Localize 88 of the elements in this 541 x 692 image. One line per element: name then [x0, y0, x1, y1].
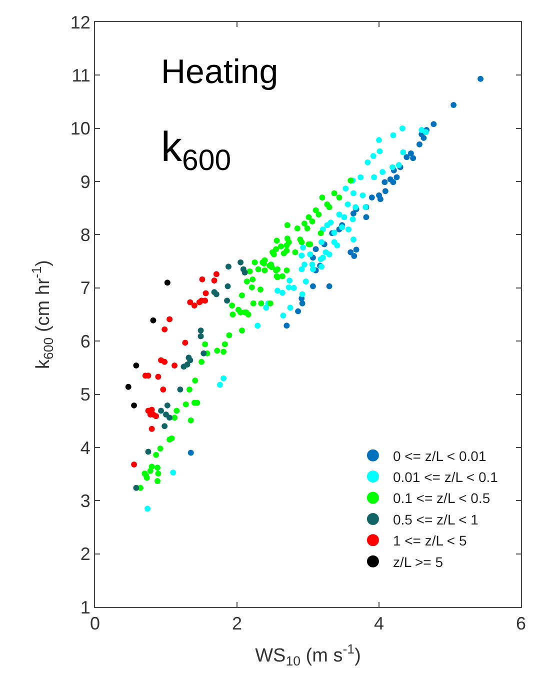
point	[382, 179, 388, 186]
point	[172, 362, 178, 369]
point	[191, 302, 198, 308]
point	[188, 450, 194, 456]
point	[284, 322, 290, 329]
point	[177, 386, 184, 392]
point	[224, 283, 231, 290]
point	[312, 246, 319, 252]
y-tick-label: 3	[80, 490, 90, 511]
point	[182, 340, 188, 346]
y-tick-label: 5	[80, 384, 90, 405]
point	[160, 386, 166, 392]
point	[353, 246, 360, 253]
point	[410, 155, 416, 162]
y-tick-label: 4	[80, 438, 90, 458]
point	[213, 271, 220, 278]
point	[351, 253, 358, 259]
x-tick-label: 4	[374, 614, 384, 634]
point	[350, 210, 356, 216]
y-tick-label: 1	[80, 597, 90, 618]
annotation: k$_{600}$	[161, 123, 232, 177]
point	[131, 461, 138, 468]
point	[125, 384, 132, 390]
point	[326, 283, 332, 290]
point	[184, 361, 190, 368]
point	[450, 102, 457, 108]
point	[368, 194, 375, 200]
legend-label: z/L >= 5	[392, 554, 444, 570]
point	[299, 300, 306, 306]
point	[225, 264, 232, 270]
point	[150, 317, 156, 324]
point	[363, 214, 370, 220]
point	[153, 413, 160, 420]
point	[202, 290, 209, 296]
point	[162, 326, 168, 332]
point	[164, 402, 170, 408]
point	[200, 350, 207, 356]
annotation: Heating	[161, 53, 278, 91]
point	[162, 358, 168, 365]
point	[148, 426, 155, 432]
point	[224, 298, 230, 304]
point	[166, 414, 173, 421]
point	[133, 362, 140, 369]
y-tick-label: 10	[70, 118, 90, 139]
point	[377, 196, 384, 202]
point	[390, 179, 396, 186]
point	[145, 448, 152, 455]
point	[382, 188, 388, 194]
point	[295, 308, 302, 314]
point	[416, 141, 422, 148]
point	[133, 484, 140, 491]
y-tick-label: 9	[80, 172, 90, 192]
point	[164, 280, 170, 286]
point	[478, 76, 484, 82]
y-tick-label: 11	[72, 65, 90, 86]
y-tick-label: 8	[80, 225, 90, 246]
point	[238, 259, 244, 266]
point	[198, 327, 204, 334]
point	[187, 357, 194, 364]
point	[158, 408, 164, 414]
point	[430, 121, 437, 128]
legend-label: 0.1 <= z/L < 0.5	[392, 490, 490, 506]
point	[420, 134, 427, 141]
legend-label: 0.01 <= z/L < 0.1	[392, 469, 498, 486]
legend-label: 1 <= z/L < 5	[392, 532, 467, 549]
y-tick-label: 6	[80, 331, 90, 352]
x-tick-label: 6	[516, 614, 526, 634]
point	[310, 283, 316, 290]
point	[199, 276, 206, 282]
legend-label: 0 <= z/L < 0.01	[392, 448, 486, 464]
point	[404, 154, 410, 160]
y-tick-label: 2	[80, 544, 90, 564]
point	[198, 333, 204, 340]
x-tick-label: 2	[232, 614, 242, 634]
y-tick-label: 7	[80, 278, 90, 298]
legend-label: 0.5 <= z/L < 1	[392, 511, 479, 528]
point	[131, 402, 138, 408]
point	[187, 299, 194, 306]
y-tick-label: 12	[70, 12, 90, 32]
point	[155, 374, 162, 380]
point	[211, 277, 218, 284]
point	[166, 316, 173, 322]
point	[242, 269, 248, 276]
x-axis-title: WS$_{10}$ (m s$^{-1}$)	[255, 641, 361, 668]
x-tick-label: 0	[90, 614, 100, 634]
point	[408, 150, 414, 156]
point	[162, 423, 168, 430]
point	[394, 174, 400, 180]
